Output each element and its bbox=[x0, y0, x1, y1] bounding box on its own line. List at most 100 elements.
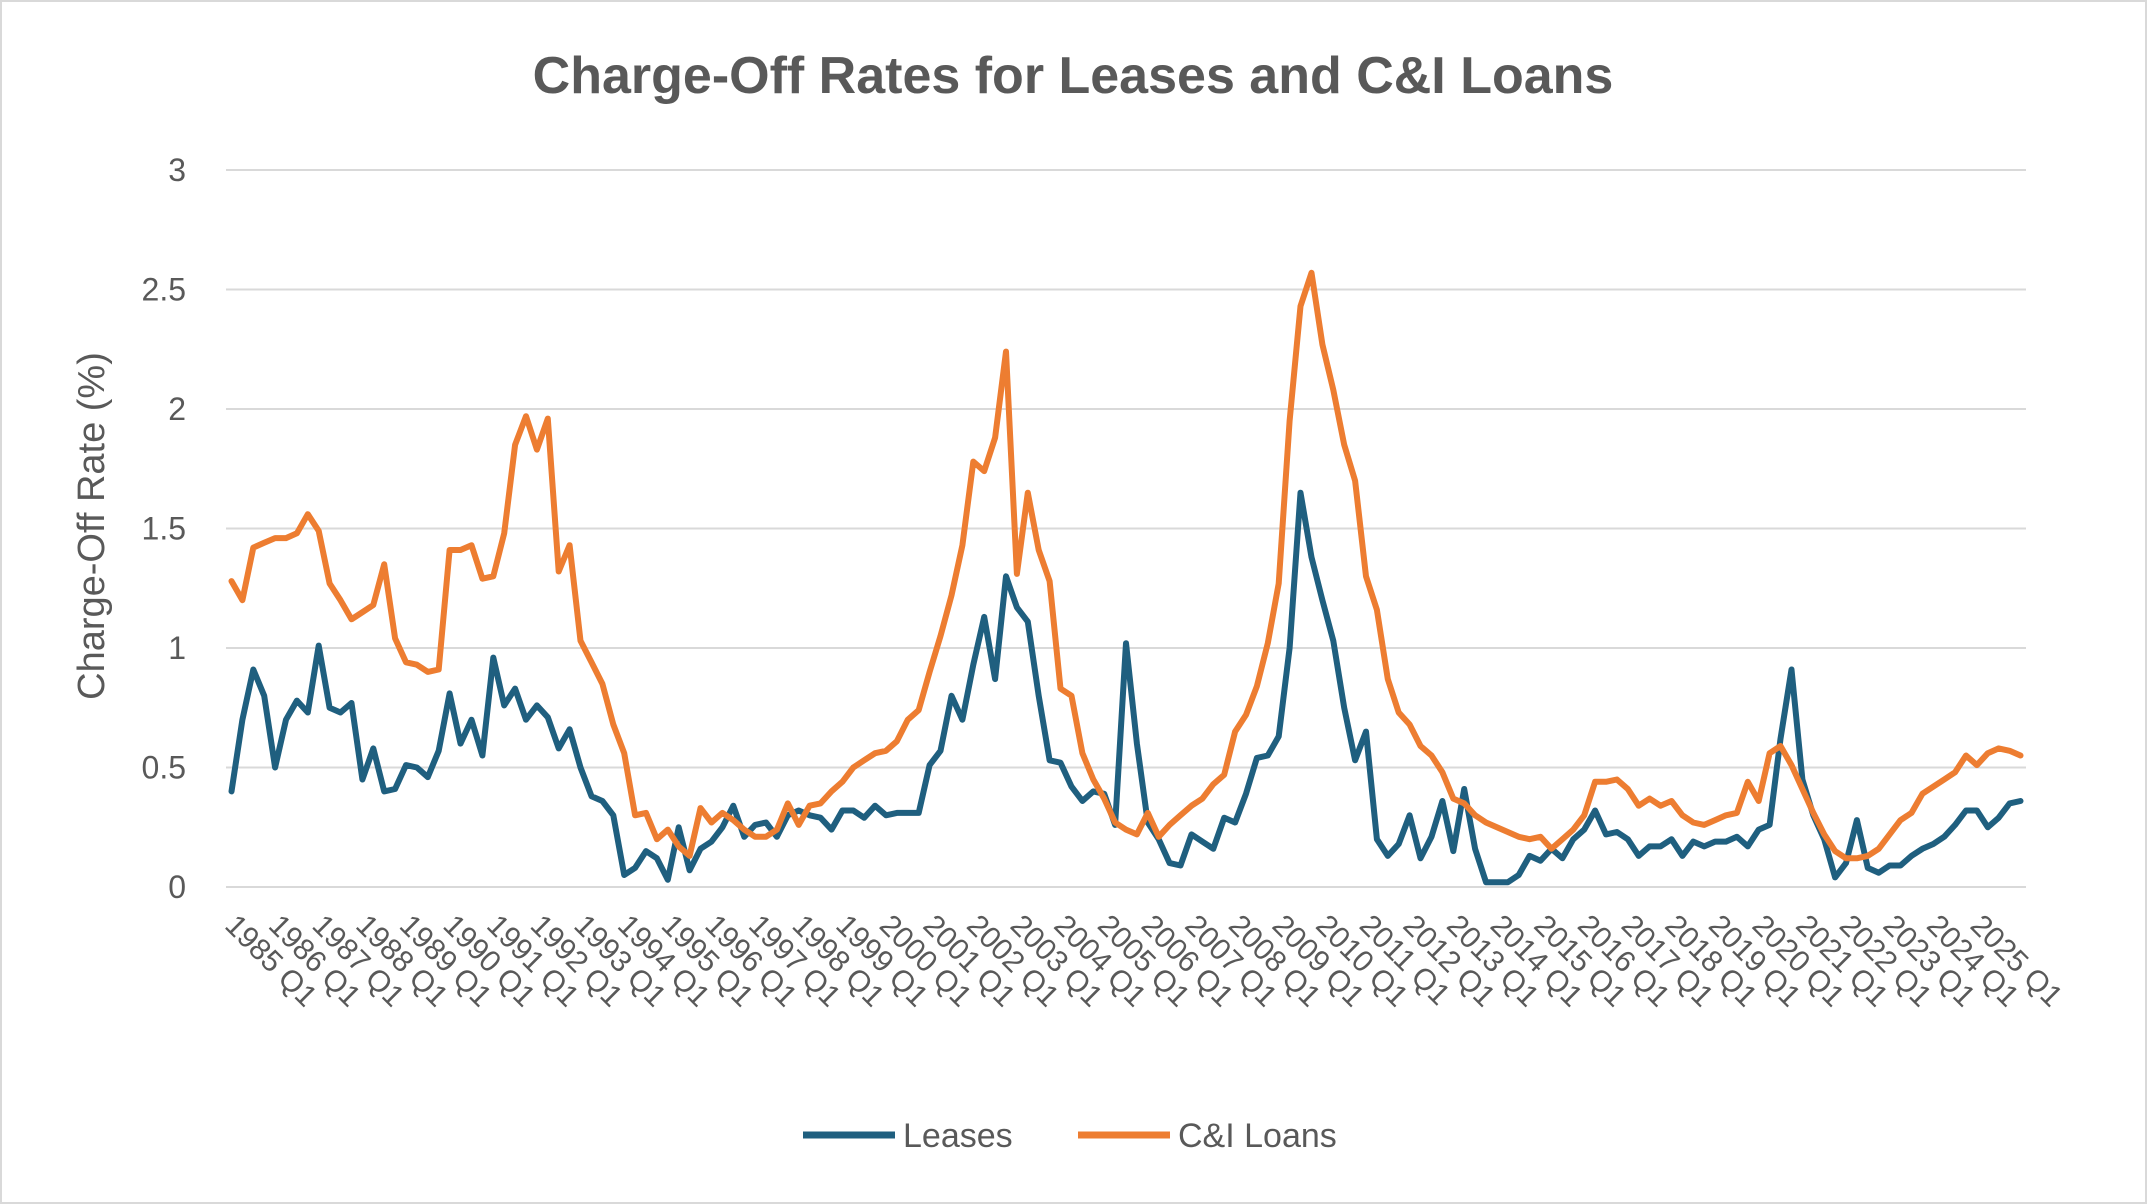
data-point bbox=[1483, 879, 1489, 885]
data-point bbox=[872, 750, 878, 756]
data-point bbox=[567, 726, 573, 732]
data-point bbox=[1690, 820, 1696, 826]
data-point bbox=[1821, 831, 1827, 837]
data-point bbox=[1418, 743, 1424, 749]
data-point bbox=[229, 578, 235, 584]
data-point bbox=[621, 750, 627, 756]
data-point bbox=[1472, 812, 1478, 818]
data-point bbox=[479, 576, 485, 582]
data-point bbox=[1974, 762, 1980, 768]
data-point bbox=[1887, 831, 1893, 837]
data-point bbox=[469, 542, 475, 548]
data-point bbox=[1789, 667, 1795, 673]
data-point bbox=[1581, 812, 1587, 818]
data-point bbox=[272, 765, 278, 771]
data-point bbox=[610, 812, 616, 818]
data-point bbox=[1276, 733, 1282, 739]
data-point bbox=[632, 865, 638, 871]
data-point bbox=[359, 609, 365, 615]
data-point bbox=[1909, 853, 1915, 859]
data-point bbox=[1581, 827, 1587, 833]
data-point bbox=[1734, 834, 1740, 840]
data-point bbox=[1516, 834, 1522, 840]
series-line bbox=[228, 489, 2024, 886]
data-point bbox=[1712, 817, 1718, 823]
data-point bbox=[414, 662, 420, 668]
data-point bbox=[338, 597, 344, 603]
data-point bbox=[1210, 846, 1216, 852]
data-point bbox=[1265, 640, 1271, 646]
y-tick-label: 3 bbox=[168, 152, 186, 188]
data-point bbox=[1407, 812, 1413, 818]
data-point bbox=[545, 416, 551, 422]
data-point bbox=[1025, 490, 1031, 496]
data-point bbox=[1974, 808, 1980, 814]
data-point bbox=[709, 839, 715, 845]
data-point bbox=[698, 805, 704, 811]
data-point bbox=[1221, 815, 1227, 821]
data-point bbox=[1669, 798, 1675, 804]
y-axis-label: Charge-Off Rate (%) bbox=[71, 352, 113, 700]
data-point bbox=[938, 633, 944, 639]
data-point bbox=[1178, 863, 1184, 869]
data-point bbox=[1407, 722, 1413, 728]
data-point bbox=[1254, 755, 1260, 761]
data-point bbox=[283, 535, 289, 541]
data-point bbox=[1701, 822, 1707, 828]
data-point bbox=[1592, 808, 1598, 814]
data-point bbox=[1930, 841, 1936, 847]
data-point bbox=[1636, 803, 1642, 809]
data-point bbox=[1483, 820, 1489, 826]
data-point bbox=[1559, 836, 1565, 842]
data-point bbox=[1952, 822, 1958, 828]
data-point bbox=[1854, 817, 1860, 823]
legend-label-ci-loans: C&I Loans bbox=[1178, 1117, 1337, 1155]
data-point bbox=[1319, 597, 1325, 603]
data-point bbox=[1429, 834, 1435, 840]
data-point bbox=[850, 765, 856, 771]
data-point bbox=[1385, 676, 1391, 682]
data-point bbox=[370, 602, 376, 608]
data-point bbox=[1134, 741, 1140, 747]
data-point bbox=[316, 643, 322, 649]
data-point bbox=[1341, 705, 1347, 711]
data-point bbox=[643, 810, 649, 816]
data-point bbox=[1778, 736, 1784, 742]
data-point bbox=[523, 717, 529, 723]
data-point bbox=[1996, 815, 2002, 821]
data-point bbox=[1919, 791, 1925, 797]
data-point bbox=[1156, 834, 1162, 840]
data-point bbox=[599, 681, 605, 687]
data-point bbox=[545, 714, 551, 720]
data-point bbox=[1658, 843, 1664, 849]
data-point bbox=[1210, 781, 1216, 787]
data-point bbox=[905, 717, 911, 723]
data-point bbox=[981, 614, 987, 620]
data-point bbox=[414, 765, 420, 771]
data-point bbox=[829, 827, 835, 833]
data-point bbox=[1319, 342, 1325, 348]
data-point bbox=[872, 803, 878, 809]
data-point bbox=[523, 413, 529, 419]
data-point bbox=[654, 855, 660, 861]
y-tick-label: 1.5 bbox=[142, 511, 186, 547]
data-point bbox=[1472, 846, 1478, 852]
data-point bbox=[730, 803, 736, 809]
data-point bbox=[1505, 829, 1511, 835]
data-point bbox=[250, 545, 256, 551]
data-point bbox=[883, 812, 889, 818]
data-point bbox=[1723, 812, 1729, 818]
data-point bbox=[1145, 810, 1151, 816]
data-point bbox=[927, 669, 933, 675]
data-point bbox=[1123, 640, 1129, 646]
data-point bbox=[1614, 777, 1620, 783]
data-point bbox=[1625, 836, 1631, 842]
data-point bbox=[752, 834, 758, 840]
data-point bbox=[676, 824, 682, 830]
data-point bbox=[425, 774, 431, 780]
data-point bbox=[676, 843, 682, 849]
data-point bbox=[1570, 836, 1576, 842]
y-tick-label: 2.5 bbox=[142, 272, 186, 308]
data-point bbox=[665, 877, 671, 883]
